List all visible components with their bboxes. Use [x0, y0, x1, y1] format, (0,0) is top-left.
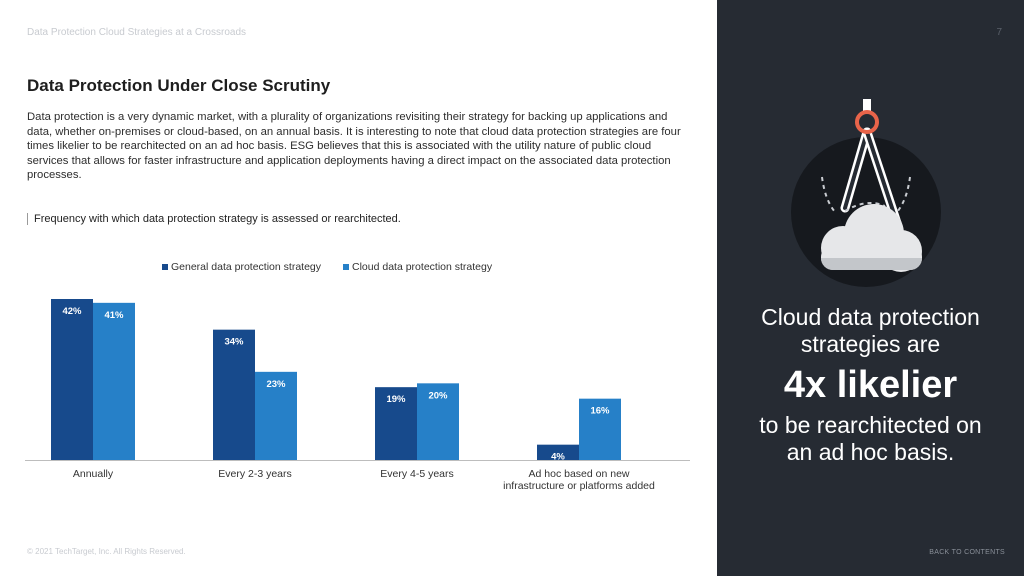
chart-title-marker [27, 213, 28, 225]
compass-icon [821, 99, 911, 228]
legend-swatch-general [162, 264, 168, 270]
legend-item-cloud: Cloud data protection strategy [343, 261, 492, 273]
bar-cloud-3 [579, 398, 621, 460]
data-label-cloud-0: 41% [104, 310, 124, 321]
bar-cloud-1 [255, 371, 297, 460]
tick-label-3-0: Ad hoc based on new [529, 468, 630, 480]
tick-label-1-0: Every 2-3 years [218, 468, 292, 480]
chart-legend: General data protection strategy Cloud d… [162, 261, 514, 273]
callout-line-3: to be rearchitected on [759, 412, 982, 438]
bar-cloud-0 [93, 302, 135, 460]
data-label-general-3: 4% [551, 452, 565, 463]
callout-text: Cloud data protection strategies are 4x … [717, 304, 1024, 466]
section-body: Data protection is a very dynamic market… [27, 111, 681, 182]
report-page: Data Protection Cloud Strategies at a Cr… [27, 27, 681, 556]
callout-line-2: strategies are [800, 331, 941, 357]
compass-cloud-illustration [791, 99, 941, 287]
legend-swatch-cloud [343, 264, 350, 270]
back-to-contents-link[interactable]: BACK TO CONTENTS [929, 549, 1005, 556]
legend-label-cloud: Cloud data protection strategy [352, 261, 493, 273]
cloud-icon [821, 204, 922, 272]
document-title: Data Protection Cloud Strategies at a Cr… [27, 27, 246, 38]
bar-cloud-2 [417, 383, 459, 460]
bar-general-0 [51, 299, 93, 460]
page-number: 7 [996, 27, 1002, 38]
bar-chart: 42% 34% 19% 4% 41% 23% 20% 16% Annually Every 2-3… [25, 299, 690, 492]
data-label-general-2: 19% [386, 394, 406, 405]
legend-label-general: General data protection strategy [171, 261, 322, 273]
section-title: Data Protection Under Close Scrutiny [27, 76, 331, 95]
bar-general-3 [537, 444, 579, 460]
bar-general-1 [213, 329, 255, 460]
callout-line-1: Cloud data protection [761, 304, 980, 330]
data-label-cloud-3: 16% [590, 406, 610, 417]
tick-label-0-0: Annually [73, 468, 114, 480]
tick-label-2-0: Every 4-5 years [380, 468, 454, 480]
bar-general-2 [375, 387, 417, 460]
callout-panel: 7 BACK TO CONTENTS [717, 0, 1024, 576]
chart-title-block: Frequency with which data protection str… [27, 212, 401, 226]
chart-title: Frequency with which data protection str… [34, 213, 401, 225]
tick-label-3-1: infrastructure or platforms added [503, 480, 655, 492]
data-label-cloud-1: 23% [266, 379, 286, 390]
legend-item-general: General data protection strategy [162, 261, 321, 273]
copyright-text: © 2021 TechTarget, Inc. All Rights Reser… [27, 547, 186, 556]
callout-highlight: 4x likelier [783, 364, 958, 406]
data-label-cloud-2: 20% [428, 390, 448, 401]
callout-line-4: an ad hoc basis. [786, 439, 955, 465]
compass-ring [855, 110, 879, 134]
data-label-general-1: 34% [224, 337, 244, 348]
data-label-general-0: 42% [62, 306, 82, 317]
